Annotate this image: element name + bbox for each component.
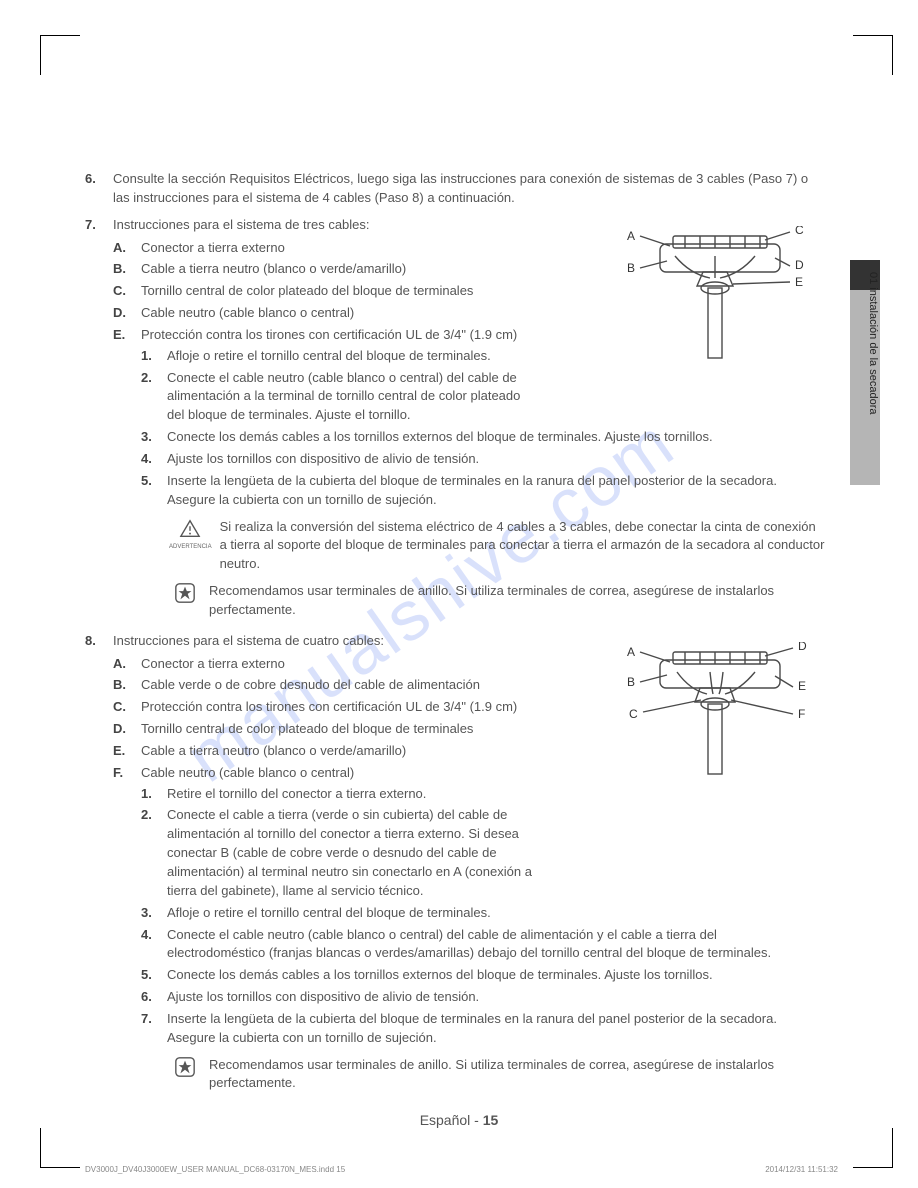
page-content: 6. Consulte la sección Requisitos Eléctr… — [85, 170, 875, 1101]
item-b: B.Cable a tierra neutro (blanco o verde/… — [113, 260, 568, 279]
diagram-label: D — [798, 642, 807, 653]
item-d: D.Tornillo central de color plateado del… — [113, 720, 568, 739]
tip-text: Recomendamos usar terminales de anillo. … — [209, 1056, 825, 1094]
step-number: 8. — [85, 632, 96, 651]
substep: 4.Conecte el cable neutro (cable blanco … — [141, 926, 801, 964]
step-6: 6. Consulte la sección Requisitos Eléctr… — [85, 170, 825, 208]
diagram-label: F — [798, 707, 805, 721]
step-text: Instrucciones para el sistema de tres ca… — [113, 217, 370, 232]
crop-mark — [40, 1128, 80, 1168]
item-a: A.Conector a tierra externo — [113, 239, 568, 258]
print-date: 2014/12/31 11:51:32 — [765, 1164, 838, 1176]
item-a: A.Conector a tierra externo — [113, 655, 568, 674]
item-f: F.Cable neutro (cable blanco o central) … — [113, 764, 825, 1048]
step-number: 7. — [85, 216, 96, 235]
tip-text: Recomendamos usar terminales de anillo. … — [209, 582, 825, 620]
substep: 5.Inserte la lengüeta de la cubierta del… — [141, 472, 801, 510]
item-e: E.Cable a tierra neutro (blanco o verde/… — [113, 742, 568, 761]
star-icon — [169, 1056, 201, 1084]
substep: 7.Inserte la lengüeta de la cubierta del… — [141, 1010, 801, 1048]
substep: 1.Afloje o retire el tornillo central de… — [141, 347, 521, 366]
substep: 2.Conecte el cable a tierra (verde o sin… — [141, 806, 541, 900]
item-c: C.Protección contra los tirones con cert… — [113, 698, 568, 717]
diagram-label: A — [627, 645, 635, 659]
substep: 2.Conecte el cable neutro (cable blanco … — [141, 369, 521, 426]
diagram-label: A — [627, 229, 635, 243]
star-icon — [169, 582, 201, 610]
footer-lang: Español - — [420, 1112, 483, 1128]
diagram-label: D — [795, 258, 804, 272]
step-text: Consulte la sección Requisitos Eléctrico… — [113, 171, 808, 205]
substep: 5.Conecte los demás cables a los tornill… — [141, 966, 801, 985]
substep: 3.Conecte los demás cables a los tornill… — [141, 428, 801, 447]
crop-mark — [40, 35, 80, 75]
tip-note: Recomendamos usar terminales de anillo. … — [169, 582, 825, 620]
footer-page: 15 — [483, 1112, 499, 1128]
diagram-label: E — [795, 275, 803, 289]
step-number: 6. — [85, 170, 96, 189]
tip-note: Recomendamos usar terminales de anillo. … — [169, 1056, 825, 1094]
crop-mark — [853, 1128, 893, 1168]
substep: 3.Afloje o retire el tornillo central de… — [141, 904, 801, 923]
warning-text: Si realiza la conversión del sistema elé… — [220, 518, 825, 575]
item-b: B.Cable verde o de cobre desnudo del cab… — [113, 676, 568, 695]
item-e: E.Protección contra los tirones con cert… — [113, 326, 825, 510]
step-text: Instrucciones para el sistema de cuatro … — [113, 633, 384, 648]
substep: 1.Retire el tornillo del conector a tier… — [141, 785, 541, 804]
step-8: 8. Instrucciones para el sistema de cuat… — [85, 632, 825, 1094]
step-7: 7. Instrucciones para el sistema de tres… — [85, 216, 825, 620]
print-file: DV3000J_DV40J3000EW_USER MANUAL_DC68-031… — [85, 1164, 345, 1176]
diagram-label: B — [627, 261, 635, 275]
item-c: C.Tornillo central de color plateado del… — [113, 282, 568, 301]
page-footer: Español - 15 — [0, 1110, 918, 1130]
diagram-label: C — [795, 226, 804, 237]
substep: 6.Ajuste los tornillos con dispositivo d… — [141, 988, 801, 1007]
diagram-label: B — [627, 675, 635, 689]
crop-mark — [853, 35, 893, 75]
diagram-label: C — [629, 707, 638, 721]
substep: 4.Ajuste los tornillos con dispositivo d… — [141, 450, 801, 469]
warning-note: ADVERTENCIA Si realiza la conversión del… — [169, 518, 825, 575]
warning-icon: ADVERTENCIA — [169, 518, 212, 553]
item-d: D.Cable neutro (cable blanco o central) — [113, 304, 568, 323]
diagram-label: E — [798, 679, 806, 693]
